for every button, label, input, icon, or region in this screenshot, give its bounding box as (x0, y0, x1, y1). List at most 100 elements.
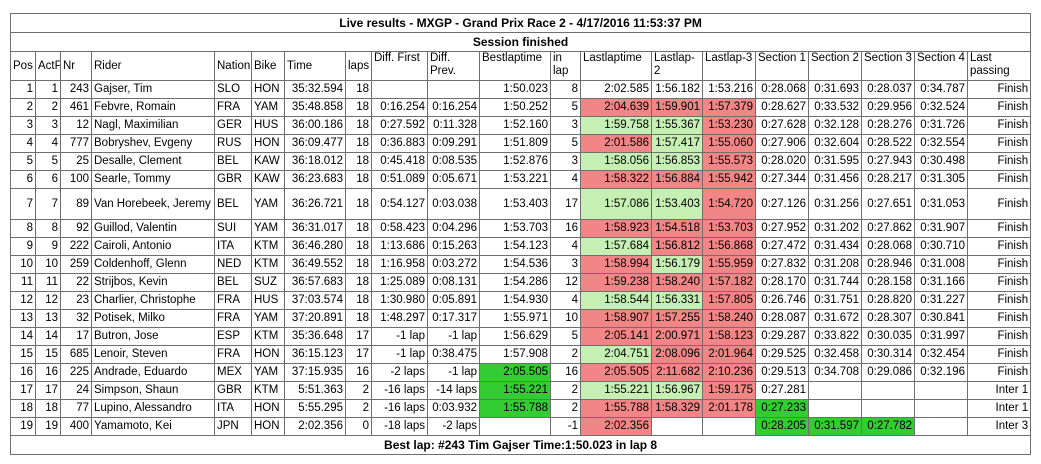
cell-s3: 0:30.314 (861, 345, 915, 364)
cell-nr: 25 (60, 152, 92, 171)
cell-diff-prev: 0:16.254 (427, 98, 480, 117)
cell-inlap: 2 (550, 399, 581, 418)
cell-last3: 1:55.959 (702, 255, 756, 274)
cell-bike: HON (251, 134, 285, 153)
cell-last3: 1:54.720 (702, 188, 756, 220)
cell-last: 2:02.585 (580, 80, 652, 99)
cell-diff-first: 1:25.089 (371, 273, 428, 292)
cell-rider: Searle, Tommy (91, 170, 215, 189)
cell-diff-first: -1 lap (371, 345, 428, 364)
cell-s1: 0:29.513 (755, 363, 809, 382)
cell-inlap: 4 (550, 237, 581, 256)
column-header: Lastlap-2 (651, 51, 703, 81)
cell-pos: 18 (10, 399, 36, 418)
cell-s4 (914, 417, 968, 436)
cell-passing: Finish (966, 345, 1032, 364)
column-header: Section 3 (861, 51, 915, 81)
cell-inlap: 16 (550, 363, 581, 382)
cell-bike: HON (251, 399, 285, 418)
cell-nr: 22 (60, 273, 92, 292)
cell-s4: 0:32.196 (914, 363, 968, 382)
cell-pos: 14 (10, 327, 36, 346)
cell-last3: 1:55.060 (702, 134, 756, 153)
cell-inlap: 8 (550, 80, 581, 99)
cell-s2: 0:33.822 (808, 327, 862, 346)
cell-diff-first: 1:13.686 (371, 237, 428, 256)
cell-inlap: 10 (550, 309, 581, 328)
column-header: Nr (60, 51, 92, 81)
cell-last3: 1:58.123 (702, 327, 756, 346)
cell-s4: 0:31.008 (914, 255, 968, 274)
cell-best: 1:54.536 (479, 255, 551, 274)
results-table: Live results - MXGP - Grand Prix Race 2 … (9, 13, 1032, 455)
cell-diff-first: -2 laps (371, 363, 428, 382)
cell-last3: 1:55.573 (702, 152, 756, 171)
cell-best: 1:55.971 (479, 309, 551, 328)
cell-best: 1:53.703 (479, 219, 551, 238)
cell-rider: Gajser, Tim (91, 80, 215, 99)
cell-last2: 1:53.403 (651, 188, 703, 220)
cell-rider: Yamamoto, Kei (91, 417, 215, 436)
cell-time: 2:02.356 (284, 417, 346, 436)
cell-passing: Finish (966, 309, 1032, 328)
cell-nr: 259 (60, 255, 92, 274)
cell-nation: SUI (214, 219, 252, 238)
cell-s2: 0:31.744 (808, 273, 862, 292)
cell-passing: Finish (966, 273, 1032, 292)
cell-nr: 89 (60, 188, 92, 220)
cell-laps: 2 (345, 381, 372, 400)
cell-diff-prev: 0:04.296 (427, 219, 480, 238)
cell-inlap: -1 (550, 417, 581, 436)
cell-actp: 16 (35, 363, 61, 382)
cell-diff-first: 1:48.297 (371, 309, 428, 328)
cell-rider: Strijbos, Kevin (91, 273, 215, 292)
cell-last: 2:04.639 (580, 98, 652, 117)
cell-nation: FRA (214, 309, 252, 328)
column-header: Section 2 (808, 51, 862, 81)
cell-best: 1:55.788 (479, 399, 551, 418)
cell-s1: 0:28.205 (755, 417, 809, 436)
cell-last3: 2:01.178 (702, 399, 756, 418)
cell-rider: Van Horebeek, Jeremy (91, 188, 215, 220)
cell-rider: Potisek, Milko (91, 309, 215, 328)
cell-s1: 0:27.472 (755, 237, 809, 256)
cell-last: 1:58.322 (580, 170, 652, 189)
cell-diff-first (371, 80, 428, 99)
cell-actp: 4 (35, 134, 61, 153)
cell-last2: 1:59.901 (651, 98, 703, 117)
cell-best: 1:50.252 (479, 98, 551, 117)
cell-s4: 0:32.554 (914, 134, 968, 153)
cell-nation: GER (214, 116, 252, 135)
cell-last3: 1:56.868 (702, 237, 756, 256)
cell-laps: 18 (345, 309, 372, 328)
cell-time: 5:51.363 (284, 381, 346, 400)
cell-time: 36:15.123 (284, 345, 346, 364)
cell-passing: Inter 3 (966, 417, 1032, 436)
table-row: 16 16 225 Andrade, Eduardo MEX YAM 37:15.935 16… (10, 363, 1032, 382)
cell-pos: 8 (10, 219, 36, 238)
cell-best: 1:51.809 (479, 134, 551, 153)
cell-s1: 0:28.170 (755, 273, 809, 292)
cell-time: 36:31.017 (284, 219, 346, 238)
cell-laps: 17 (345, 345, 372, 364)
column-header: Pos (10, 51, 36, 81)
cell-s2: 0:31.595 (808, 152, 862, 171)
cell-nr: 24 (60, 381, 92, 400)
cell-nation: NED (214, 255, 252, 274)
cell-s1: 0:28.087 (755, 309, 809, 328)
cell-diff-first: 0:27.592 (371, 116, 428, 135)
cell-diff-first: 0:16.254 (371, 98, 428, 117)
cell-laps: 18 (345, 80, 372, 99)
cell-diff-prev: 0:03.932 (427, 399, 480, 418)
cell-s4: 0:31.997 (914, 327, 968, 346)
cell-actp: 17 (35, 381, 61, 400)
cell-last3: 1:57.182 (702, 273, 756, 292)
cell-last2: 2:11.682 (651, 363, 703, 382)
cell-nr: 100 (60, 170, 92, 189)
cell-inlap: 3 (550, 152, 581, 171)
cell-laps: 2 (345, 399, 372, 418)
cell-actp: 19 (35, 417, 61, 436)
cell-s3: 0:27.651 (861, 188, 915, 220)
table-row: 6 6 100 Searle, Tommy GBR KAW 36:23.683 18 0:51.… (10, 170, 1032, 189)
cell-passing: Finish (966, 134, 1032, 153)
